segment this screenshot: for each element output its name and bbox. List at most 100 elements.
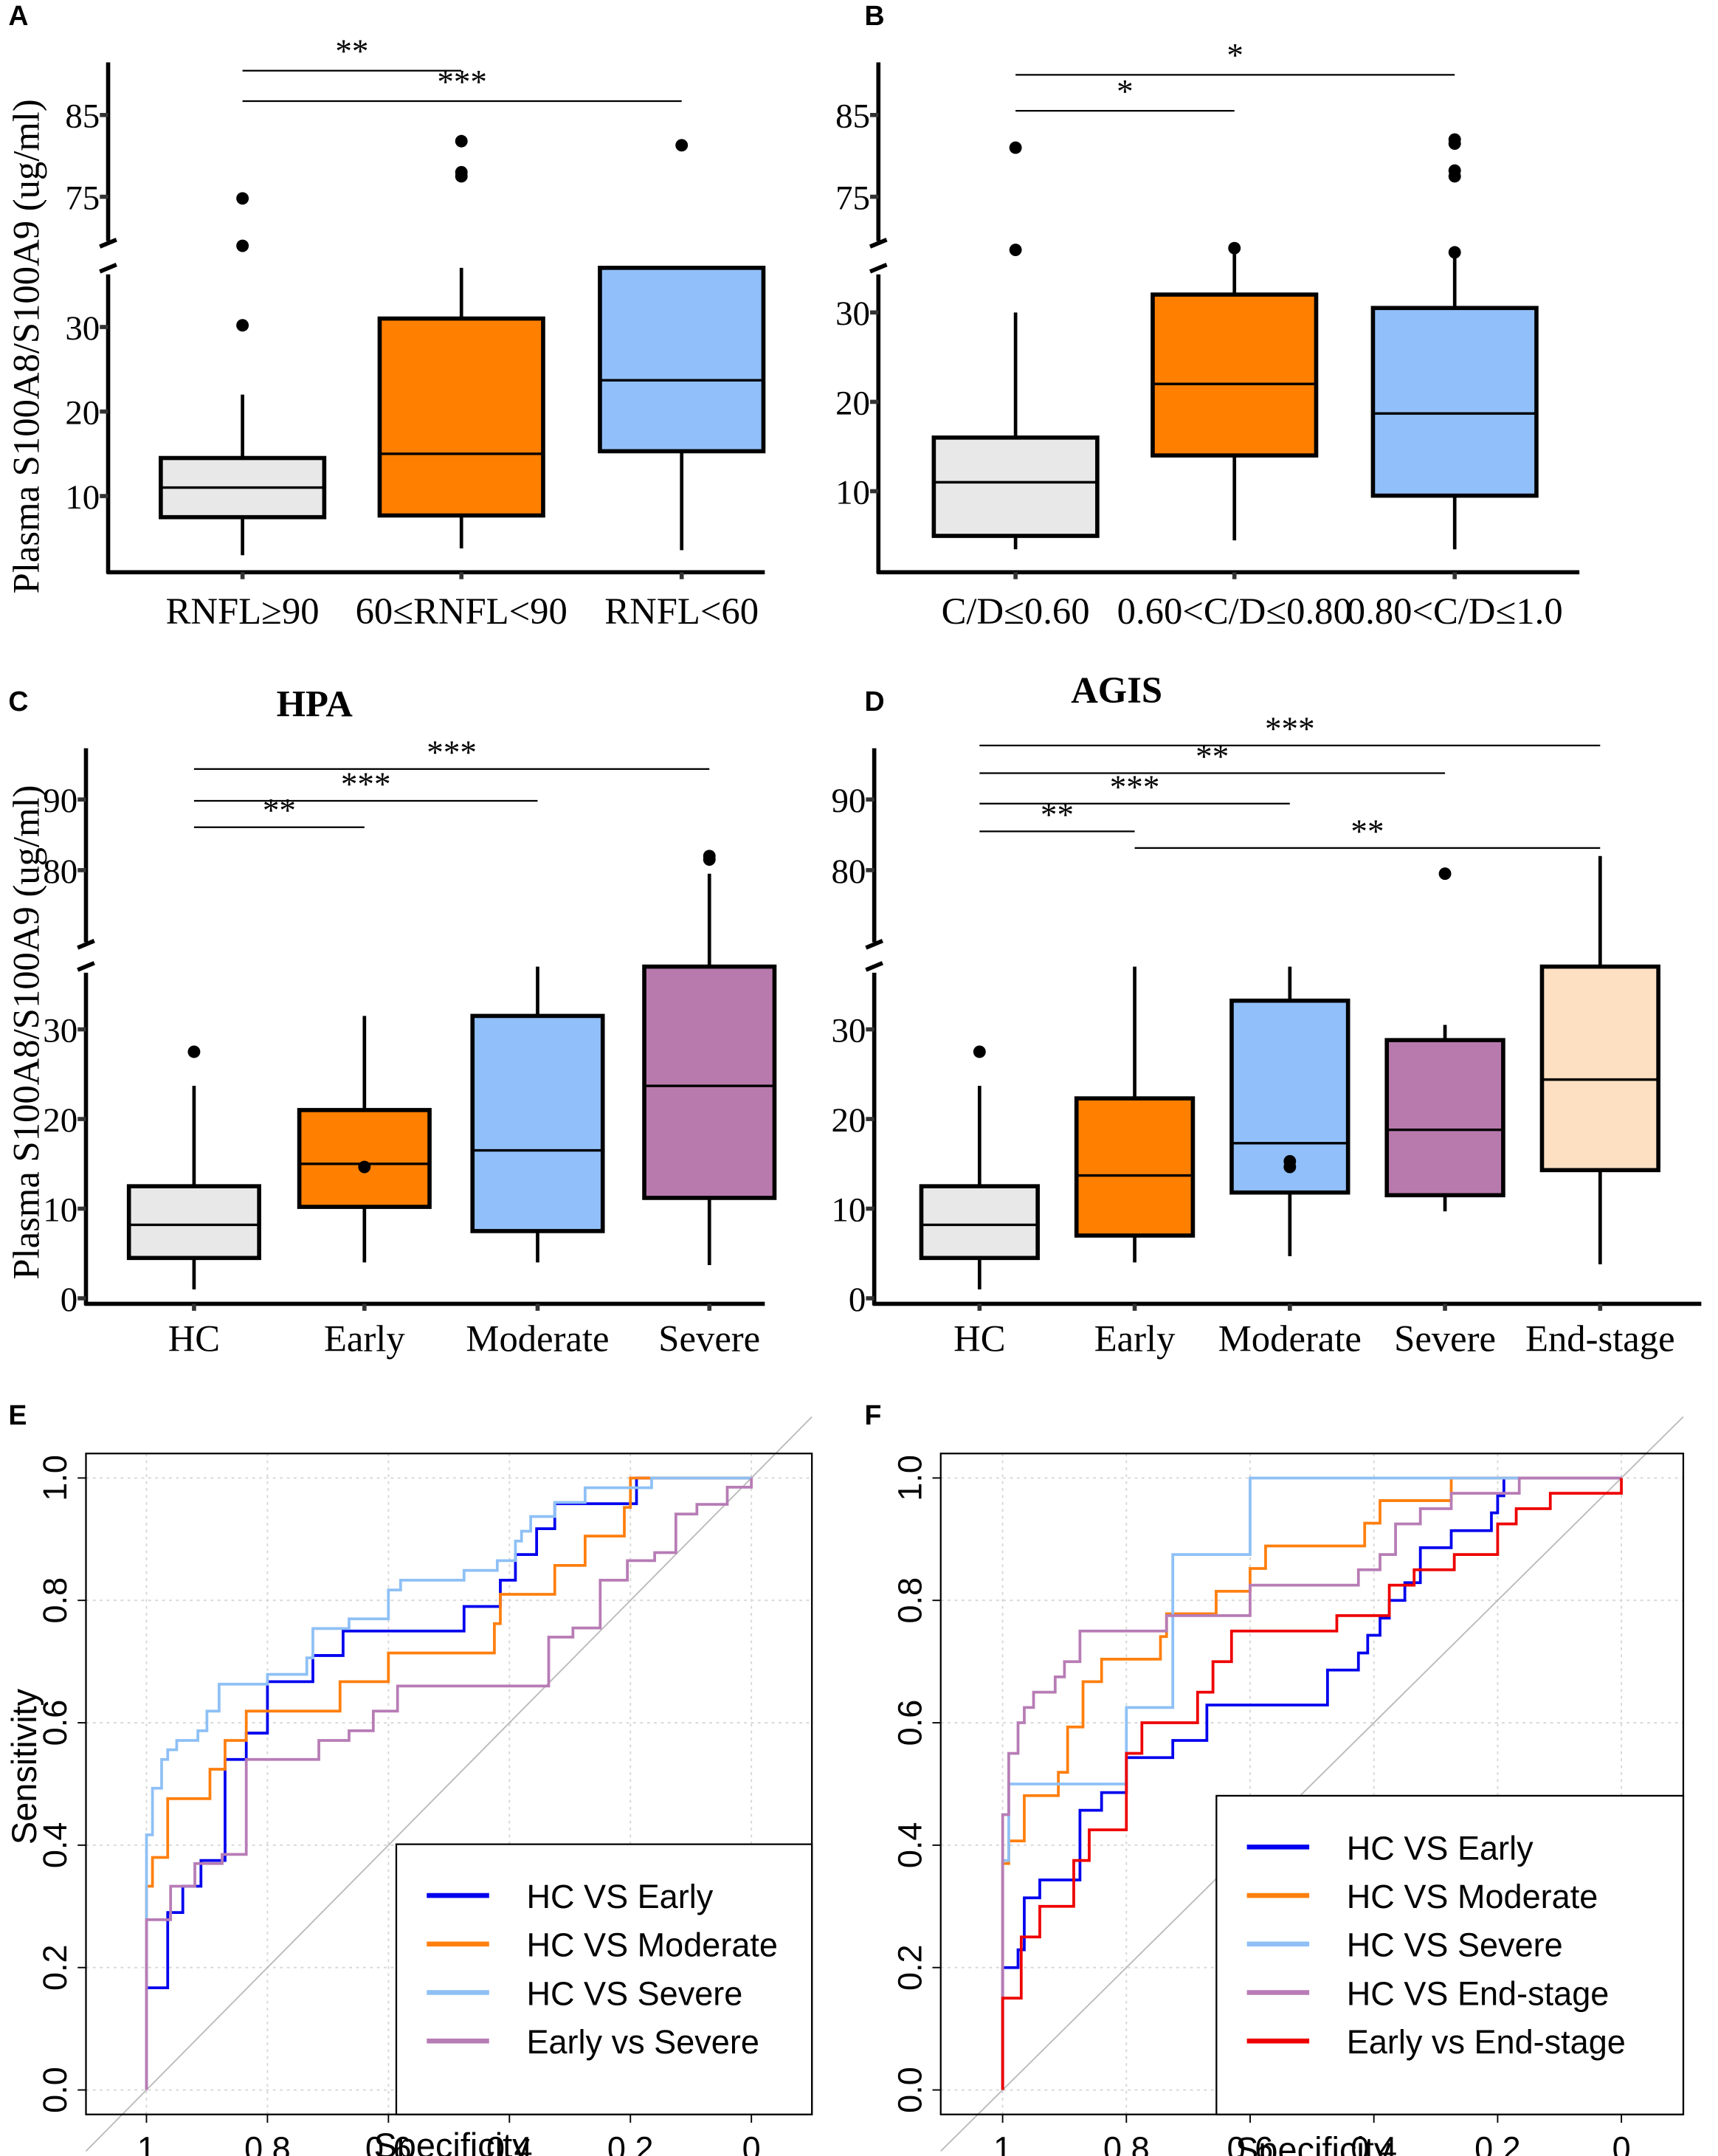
panel-c-boxplot: HPA Plasma S100A8/S100A9 (ug/ml) 0 10 20 30… [6,683,777,1359]
significance-label: *** [427,734,477,771]
y-tick-label: 10 [831,1191,866,1229]
roc-curve-1 [1001,1476,1622,2090]
iqr-box [1074,1096,1196,1238]
legend-label: HC VS Moderate [1347,1878,1598,1915]
significance-label: *** [341,766,391,803]
significance-label: * [1117,73,1134,110]
axis-break-mark [99,238,117,249]
legend-label: HC VS Early [526,1878,713,1915]
y-tick-label: 75 [65,179,100,217]
outlier-point [236,319,249,332]
boxes [919,855,1660,1289]
axis-break-mark [865,939,883,950]
iqr-box [1150,292,1319,458]
iqr-box [1384,1038,1505,1198]
panel-f-roc: 1 0.8 0.6 0.4 0.2 0 0.0 0.2 0.4 0.6 0.8 1.0 Specifi… [891,1416,1685,2156]
y-tick-label: 30 [831,1012,866,1050]
outlier-point [1448,133,1461,146]
chance-line [85,1416,813,2152]
significance-label: ** [1350,813,1384,850]
outlier-point [1009,141,1022,154]
category-labels: HC Early Moderate Severe End-stage [953,1318,1675,1359]
axis-break-mark [869,262,888,274]
legend-label: HC VS Early [1347,1829,1534,1867]
axis-break-mark [77,961,95,972]
category-label: Early [1094,1318,1176,1359]
category-label: Moderate [466,1318,609,1359]
category-label: HC [168,1318,220,1359]
outlier-point [1448,246,1461,259]
category-label: Severe [1394,1318,1496,1359]
y-tick-label: 0.8 [36,1577,74,1624]
x-tick-label: 0.2 [607,2130,654,2156]
y-tick-label: 90 [43,782,77,820]
category-label: 0.80<C/D≤1.0 [1347,590,1563,632]
box-2 [1229,966,1350,1256]
outlier-point [236,239,249,252]
y-tick-label: 10 [65,478,100,517]
legend-label: HC VS Moderate [526,1926,777,1964]
panel-letter-b: B [865,0,885,31]
iqr-box [1539,964,1660,1173]
y-axis-title: Plasma S100A8/S100A9 (ug/ml) [6,785,47,1280]
boxes [159,134,766,556]
outlier-point [1448,164,1461,177]
chance-line [940,1416,1684,2152]
y-tick-label: 0.6 [36,1700,74,1746]
significance-annotations: ***** [242,32,682,103]
outlier-point [1009,244,1022,257]
box-2 [1370,133,1539,550]
y-tick-label: 30 [835,295,870,333]
iqr-box [598,266,766,454]
category-labels: HC Early Moderate Severe [168,1318,760,1359]
legend-label: HC VS End-stage [1347,1974,1610,2012]
axis-break-mark [865,961,883,972]
box-0 [919,1045,1040,1289]
roc-curve-1 [145,1476,752,2090]
outlier-point [1283,1154,1297,1168]
y-tick-label: 10 [43,1191,77,1229]
significance-label: *** [437,63,487,100]
panel-title: HPA [277,683,353,725]
y-tick-label: 0.6 [891,1700,928,1746]
panel-a-boxplot: Plasma S100A8/S100A9 (ug/ml) 1020307585 … [6,32,766,632]
y-tick-label: 0.2 [36,1944,74,1991]
panel-letter-f: F [865,1399,882,1430]
roc-curve-2 [1001,1476,1622,2090]
panel-letter-e: E [8,1399,27,1430]
box-0 [126,1045,261,1289]
y-tick-label: 0 [849,1281,866,1319]
roc-curve-3 [145,1478,753,2090]
outlier-point [455,134,468,148]
significance-annotations: ************ [979,710,1601,850]
y-tick-label: 0.4 [36,1822,74,1869]
iqr-box [931,435,1100,538]
outlier-point [187,1045,201,1058]
x-tick-label: 0 [1612,2130,1631,2156]
reference-diagonal [940,1416,1684,2152]
y-tick-label: 0.2 [891,1944,928,1991]
x-tick-label: 0 [742,2130,761,2156]
iqr-box [1370,306,1539,498]
y-tick-label: 20 [831,1101,866,1140]
axes: 10 20 30 75 85 [835,62,1580,579]
significance-label: *** [1265,710,1315,747]
x-axis-title: Specificity [373,2126,530,2156]
x-tick-label: 0.4 [1350,2130,1397,2156]
category-label: Severe [658,1318,760,1359]
box-3 [1384,867,1505,1212]
y-tick-label: 0.0 [36,2067,74,2113]
x-tick-label: 0.6 [1227,2130,1274,2156]
significance-label: ** [1041,796,1074,833]
roc-curves [1001,1476,1623,2090]
significance-label: ** [1196,738,1229,775]
y-tick-label: 0.0 [891,2067,928,2113]
axes: 0 10 20 30 80 90 [831,748,1702,1319]
outlier-point [1438,867,1452,881]
axis-break-mark [77,939,95,950]
legend: HC VS Early HC VS Moderate HC VS Severe Ear… [395,1843,813,2115]
x-tick-label: 0.4 [486,2130,533,2156]
box-1 [297,1016,432,1263]
